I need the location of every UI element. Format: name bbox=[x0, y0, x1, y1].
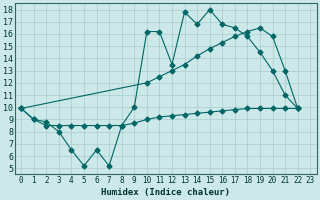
X-axis label: Humidex (Indice chaleur): Humidex (Indice chaleur) bbox=[101, 188, 230, 197]
